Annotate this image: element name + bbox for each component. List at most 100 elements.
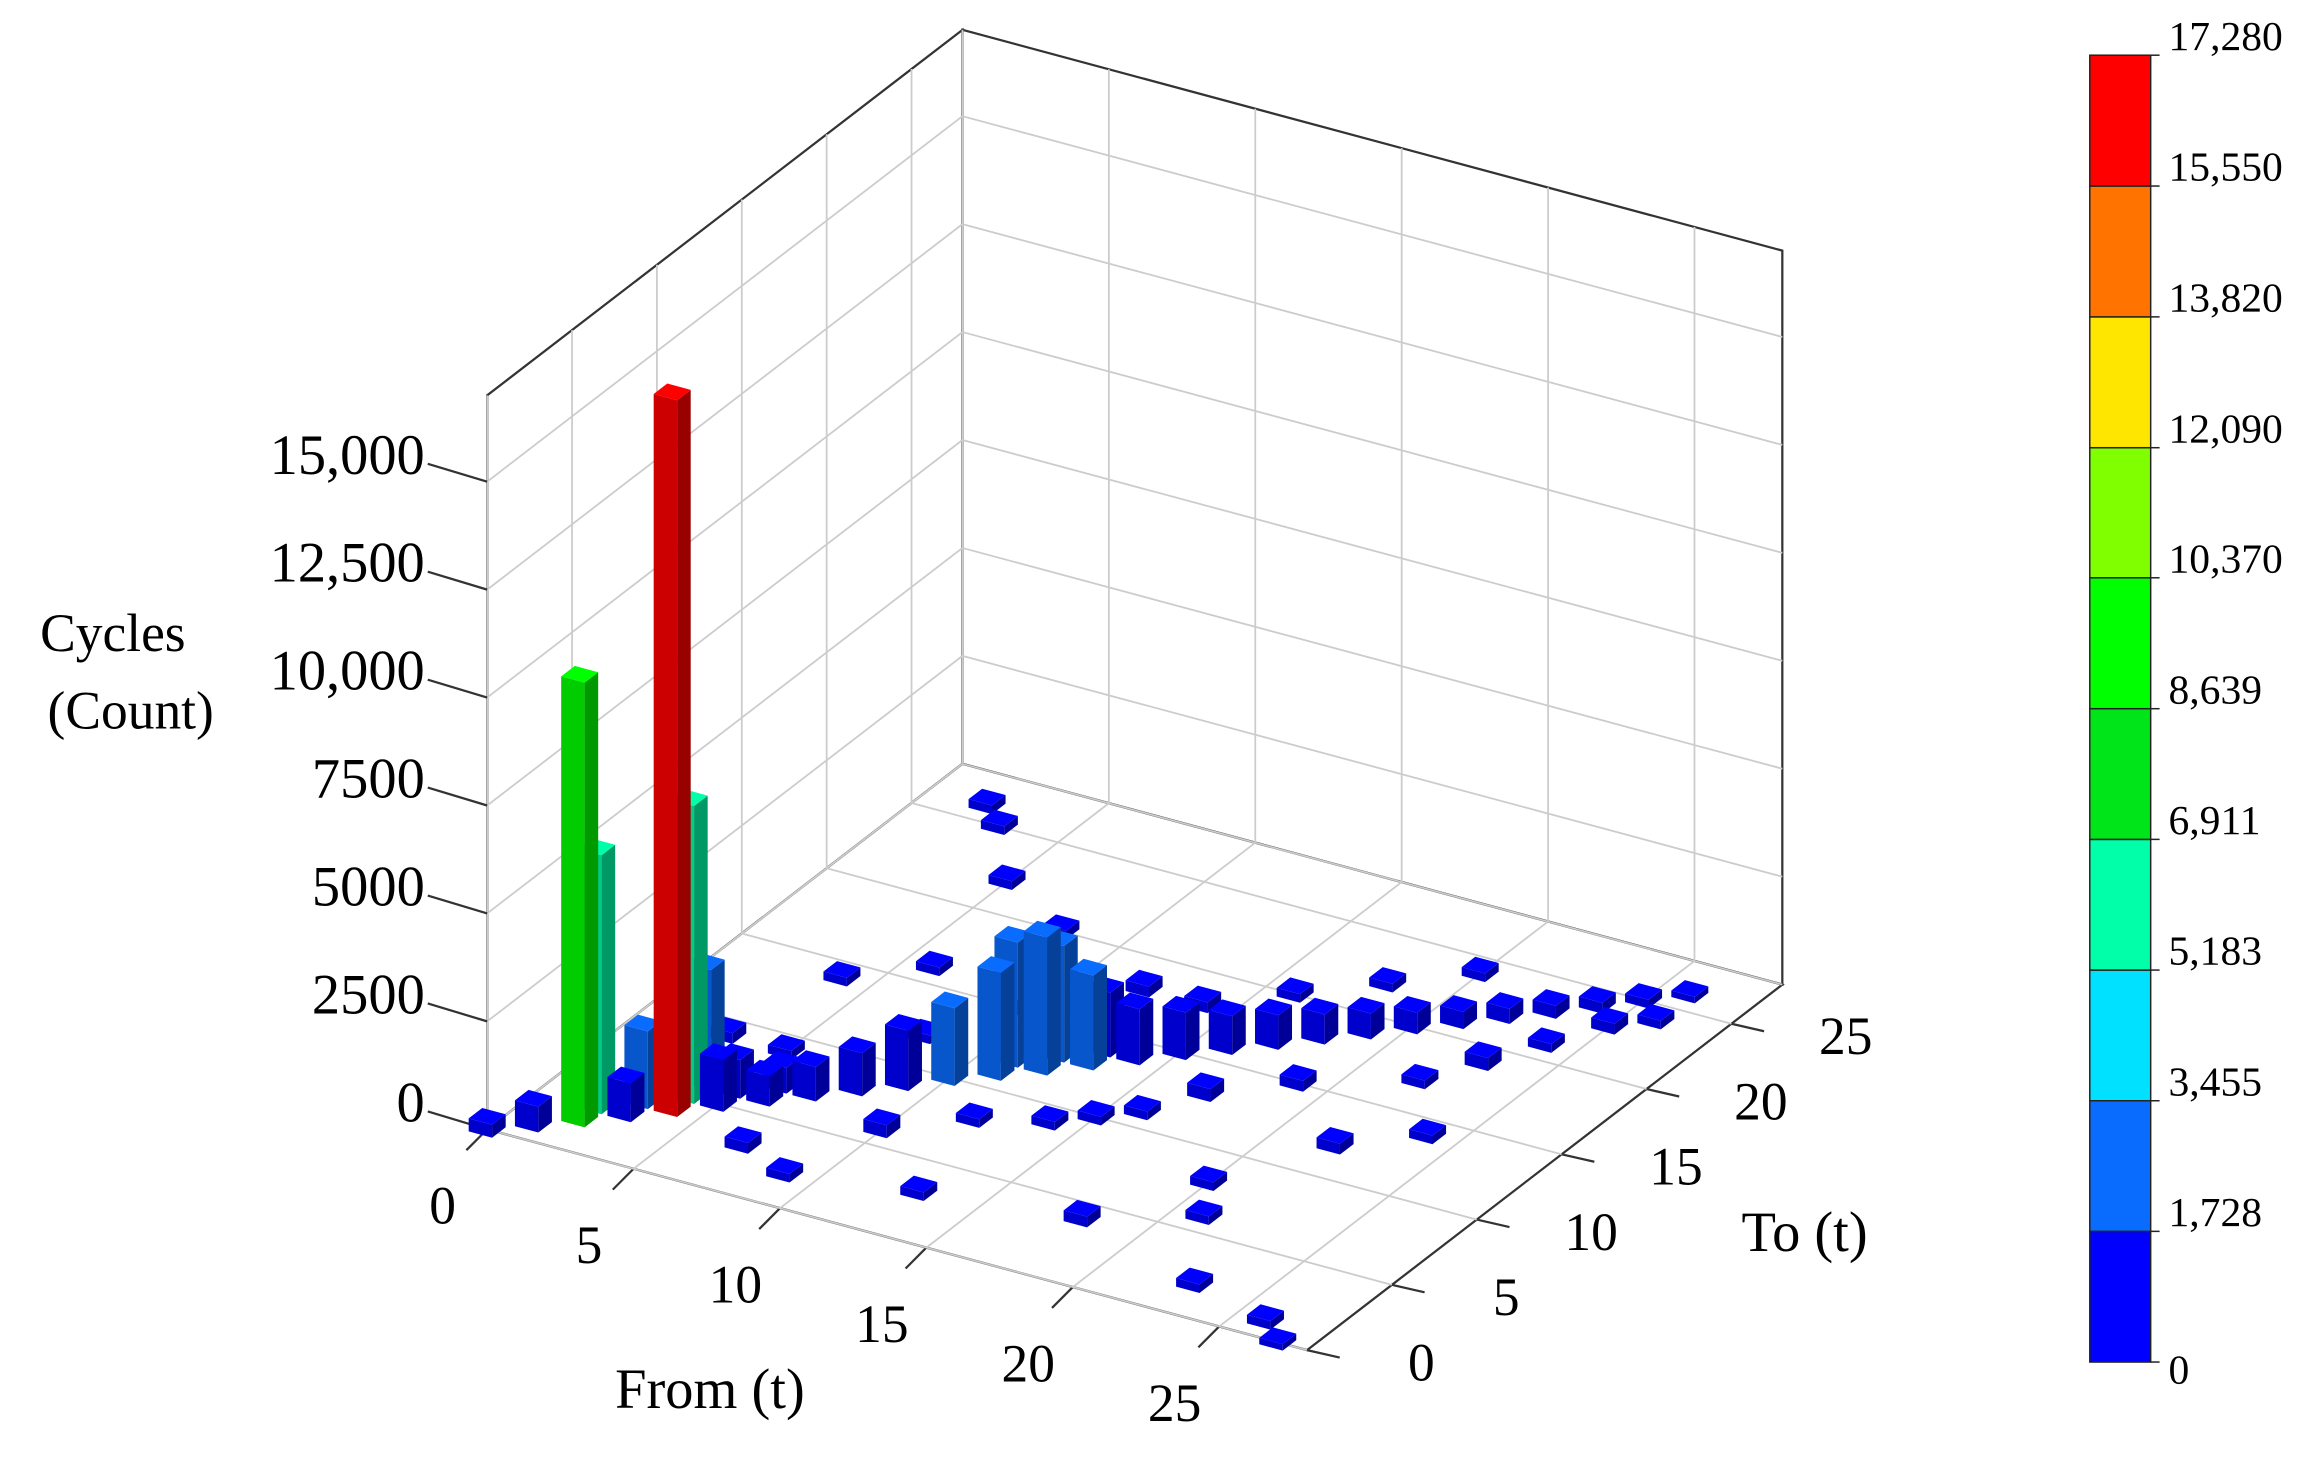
bar-face	[1424, 1070, 1439, 1090]
x-tick-label: 0	[429, 1176, 456, 1236]
bar-face	[954, 997, 969, 1087]
bar-face	[1208, 1205, 1223, 1225]
bar	[1123, 1094, 1161, 1121]
bar-face	[1648, 989, 1663, 1009]
bar-top	[1176, 1267, 1214, 1285]
y-tick	[1646, 1087, 1680, 1098]
bar-face	[915, 961, 940, 977]
bar-face	[1278, 1004, 1293, 1050]
bar-face	[1123, 1105, 1148, 1121]
bar	[884, 1013, 922, 1092]
bar	[1116, 992, 1154, 1066]
bar	[1259, 1327, 1297, 1351]
bar-face	[1093, 965, 1107, 1071]
x-tick	[758, 1207, 781, 1230]
bar-face	[1147, 1101, 1161, 1121]
bar-top	[653, 383, 691, 401]
bar	[1464, 1041, 1502, 1072]
colorbar-bin	[2089, 969, 2152, 1102]
colorbar-label: 5,183	[2169, 929, 2263, 975]
bar-top	[1063, 1199, 1101, 1217]
bar-top	[1671, 980, 1709, 997]
bar	[1591, 1007, 1629, 1035]
bar-top	[607, 1066, 645, 1084]
bar	[931, 991, 969, 1087]
bar-face	[884, 1024, 909, 1092]
bar-top	[1069, 958, 1107, 976]
bar-face	[769, 1066, 784, 1107]
z-tick	[427, 1002, 488, 1023]
bar-face	[1185, 1210, 1209, 1225]
colorbar-label: 3,455	[2169, 1059, 2263, 1105]
bar	[746, 1059, 784, 1107]
grid-line	[962, 331, 1783, 554]
bar	[955, 1102, 993, 1128]
bar-top	[1591, 1007, 1629, 1024]
bar-top	[955, 1102, 993, 1120]
bar-face	[1054, 1111, 1069, 1131]
bar	[607, 1066, 645, 1123]
grid-line	[962, 223, 1783, 446]
bar-top	[1190, 1165, 1228, 1183]
grid-line	[962, 439, 1783, 662]
x-tick	[1197, 1325, 1220, 1349]
bar-face	[584, 672, 599, 1128]
z-tick-label: 7500	[312, 749, 425, 811]
bar	[1301, 997, 1339, 1045]
bar	[1031, 1105, 1069, 1131]
bar	[1409, 1118, 1447, 1145]
y-tick-label: 25	[1819, 1006, 1872, 1066]
bar	[1401, 1063, 1439, 1090]
x-tick-label: 10	[709, 1254, 762, 1314]
grid-line	[486, 223, 964, 591]
bar-face	[1210, 1078, 1225, 1103]
colorbar-bin	[2089, 1230, 2152, 1363]
bar-top	[1440, 995, 1478, 1012]
bar-face	[653, 394, 678, 1118]
bar-face	[732, 1022, 747, 1044]
bar-face	[1199, 1273, 1214, 1293]
bar-face	[1417, 1002, 1431, 1035]
bar-top	[1637, 1004, 1675, 1021]
y-tick-label: 10	[1564, 1202, 1617, 1262]
bar	[968, 788, 1006, 815]
bar-face	[1591, 1017, 1615, 1035]
bar-top	[1486, 992, 1524, 1009]
bar-face	[815, 1056, 830, 1102]
x-tick	[1051, 1286, 1074, 1309]
colorbar-bin	[2089, 185, 2152, 318]
z-tick-label: 5000	[312, 856, 425, 918]
grid-line	[1072, 920, 1549, 1288]
y-tick	[1731, 1022, 1765, 1033]
bar-face	[1486, 1002, 1510, 1024]
bar-face	[939, 957, 953, 977]
bar-top	[699, 1043, 737, 1061]
bar-face	[886, 1114, 901, 1139]
bar	[1208, 999, 1246, 1056]
x-tick	[611, 1167, 635, 1191]
bar	[1276, 977, 1314, 1003]
colorbar-label: 0	[2169, 1347, 2190, 1393]
bar-face	[1614, 1013, 1629, 1035]
bar-top	[766, 1157, 804, 1174]
bar-face	[863, 1118, 887, 1139]
bar-face	[1637, 1014, 1661, 1030]
bar	[1255, 998, 1293, 1050]
bar-face	[789, 1163, 804, 1183]
bar	[1187, 1072, 1225, 1103]
bar	[1527, 1027, 1565, 1053]
bar	[1461, 956, 1499, 983]
bar-face	[1023, 931, 1048, 1076]
bar-face	[846, 967, 861, 987]
bar	[1369, 967, 1407, 993]
bar	[561, 665, 599, 1128]
bar	[1162, 995, 1200, 1061]
colorbar-label: 13,820	[2169, 275, 2283, 321]
bar-face	[1555, 995, 1570, 1019]
bar-top	[1185, 1199, 1223, 1217]
bar-top	[977, 956, 1015, 973]
bar-top	[724, 1126, 762, 1143]
bar-top	[1123, 1094, 1161, 1112]
bar-face	[1660, 1010, 1675, 1030]
